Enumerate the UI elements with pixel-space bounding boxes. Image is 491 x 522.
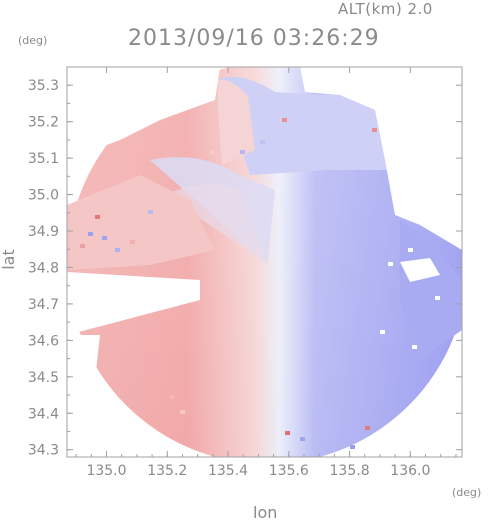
y-tick-label: 34.5 [28, 370, 59, 386]
y-tick-label: 34.9 [28, 224, 59, 240]
echo-speckle [80, 244, 85, 248]
y-tick-label: 35.3 [28, 78, 59, 94]
plot-frame [66, 66, 463, 458]
y-tick-label: 34.4 [28, 406, 59, 422]
echo-north-sector [218, 76, 395, 175]
no-echo-southwest [67, 335, 100, 390]
x-tick-label: 135.4 [208, 463, 248, 479]
echo-speckle [285, 431, 290, 435]
x-axis-unit: (deg) [452, 486, 482, 499]
echo-speckle [372, 128, 377, 132]
echo-speckle [148, 210, 153, 214]
y-tick-label: 35.1 [28, 151, 59, 167]
x-tick-label: 135.6 [269, 463, 309, 479]
echo-speckle [300, 437, 305, 441]
echo-speckle [435, 296, 440, 300]
no-echo-northeast [300, 67, 462, 250]
no-echo-east-hole [400, 258, 440, 282]
echo-north-red-edge [218, 79, 255, 165]
no-echo-west-gap [67, 272, 200, 335]
echo-speckle [380, 330, 385, 334]
altitude-label: ALT(km) 2.0 [338, 0, 433, 18]
echo-speckle [95, 215, 100, 219]
x-tick-label: 135.2 [147, 463, 187, 479]
echo-speckle [170, 395, 175, 399]
echo-speckle [388, 262, 393, 266]
echo-speckle [412, 345, 417, 349]
echo-speckle [408, 248, 413, 252]
echo-speckle [350, 445, 355, 449]
echo-speckle [240, 150, 245, 154]
echo-speckle [130, 240, 135, 244]
y-axis-unit: (deg) [18, 34, 48, 47]
echo-speckle [180, 410, 185, 414]
echo-speckle [115, 248, 120, 252]
echo-east-extension [400, 220, 462, 360]
echo-speckle [88, 232, 93, 236]
echo-speckle [102, 236, 107, 240]
x-tick-label: 135.8 [330, 463, 370, 479]
echo-speckle [365, 426, 370, 430]
y-tick-label: 34.6 [28, 333, 59, 349]
chart-title: 2013/09/16 03:26:29 [128, 26, 380, 51]
x-tick-label: 135.0 [86, 463, 126, 479]
x-tick-label: 136.0 [390, 463, 430, 479]
x-axis-label: lon [253, 503, 278, 522]
echo-speckle [210, 150, 215, 154]
y-tick-label: 35.0 [28, 188, 59, 204]
y-tick-label: 35.2 [28, 115, 59, 131]
y-tick-label: 34.7 [28, 297, 59, 313]
y-tick-label: 34.3 [28, 443, 59, 459]
echo-speckle [282, 118, 287, 122]
y-tick-label: 34.8 [28, 260, 59, 276]
no-echo-northwest [67, 67, 220, 160]
echo-west-extension [67, 175, 215, 270]
echo-speckle [260, 140, 265, 144]
